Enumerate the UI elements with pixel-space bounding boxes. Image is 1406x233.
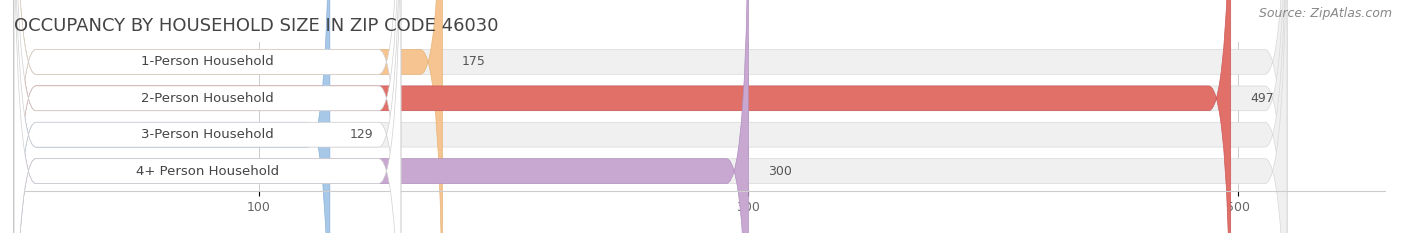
Text: Source: ZipAtlas.com: Source: ZipAtlas.com — [1258, 7, 1392, 20]
FancyBboxPatch shape — [14, 0, 401, 233]
FancyBboxPatch shape — [14, 0, 330, 233]
FancyBboxPatch shape — [14, 0, 401, 233]
Text: 129: 129 — [350, 128, 373, 141]
FancyBboxPatch shape — [14, 0, 1286, 233]
Text: 497: 497 — [1250, 92, 1274, 105]
Text: 175: 175 — [463, 55, 486, 69]
Text: 3-Person Household: 3-Person Household — [141, 128, 274, 141]
FancyBboxPatch shape — [14, 0, 748, 233]
FancyBboxPatch shape — [14, 0, 401, 233]
FancyBboxPatch shape — [14, 0, 1286, 233]
FancyBboxPatch shape — [14, 0, 1230, 233]
FancyBboxPatch shape — [14, 0, 443, 233]
FancyBboxPatch shape — [14, 0, 1286, 233]
Text: 4+ Person Household: 4+ Person Household — [136, 164, 278, 178]
Text: 1-Person Household: 1-Person Household — [141, 55, 274, 69]
FancyBboxPatch shape — [14, 0, 401, 233]
Text: OCCUPANCY BY HOUSEHOLD SIZE IN ZIP CODE 46030: OCCUPANCY BY HOUSEHOLD SIZE IN ZIP CODE … — [14, 17, 499, 35]
Text: 2-Person Household: 2-Person Household — [141, 92, 274, 105]
Text: 300: 300 — [768, 164, 792, 178]
FancyBboxPatch shape — [14, 0, 1286, 233]
